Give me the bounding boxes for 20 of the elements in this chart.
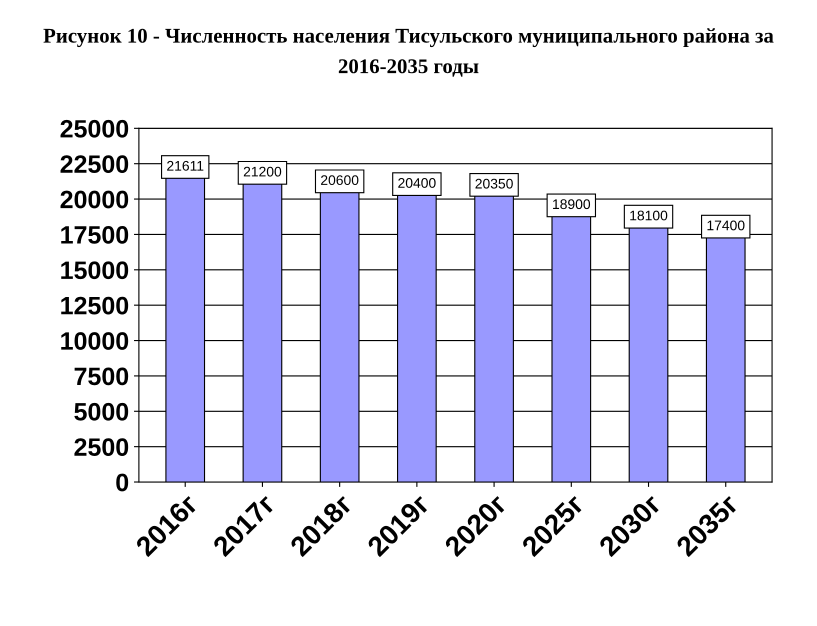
data-label: 21611 — [167, 160, 204, 171]
y-tick-label: 2500 — [74, 438, 128, 456]
y-tick-label: 17500 — [61, 226, 128, 244]
data-label: 21200 — [244, 166, 282, 177]
y-tick-label: 10000 — [61, 332, 128, 350]
data-label: 18900 — [553, 199, 590, 210]
chart-title: Рисунок 10 - Численность населения Тисульского муниципального района за 2016-2035 годы — [43, 28, 774, 77]
y-tick-label: 5000 — [74, 402, 128, 421]
y-tick-label: 22500 — [60, 155, 128, 174]
data-label: 20600 — [321, 175, 358, 186]
data-label: 18100 — [630, 210, 668, 220]
y-tick-label: 20000 — [60, 190, 128, 208]
y-tick-label: 25000 — [60, 120, 128, 138]
data-label: 17400 — [707, 220, 745, 230]
y-tick-label: 12500 — [61, 296, 128, 314]
y-tick-label: 15000 — [61, 261, 128, 280]
y-tick-label: 0 — [116, 474, 128, 492]
y-tick-label: 7500 — [74, 368, 128, 386]
data-label: 20350 — [475, 178, 513, 189]
data-label: 20400 — [398, 178, 436, 188]
